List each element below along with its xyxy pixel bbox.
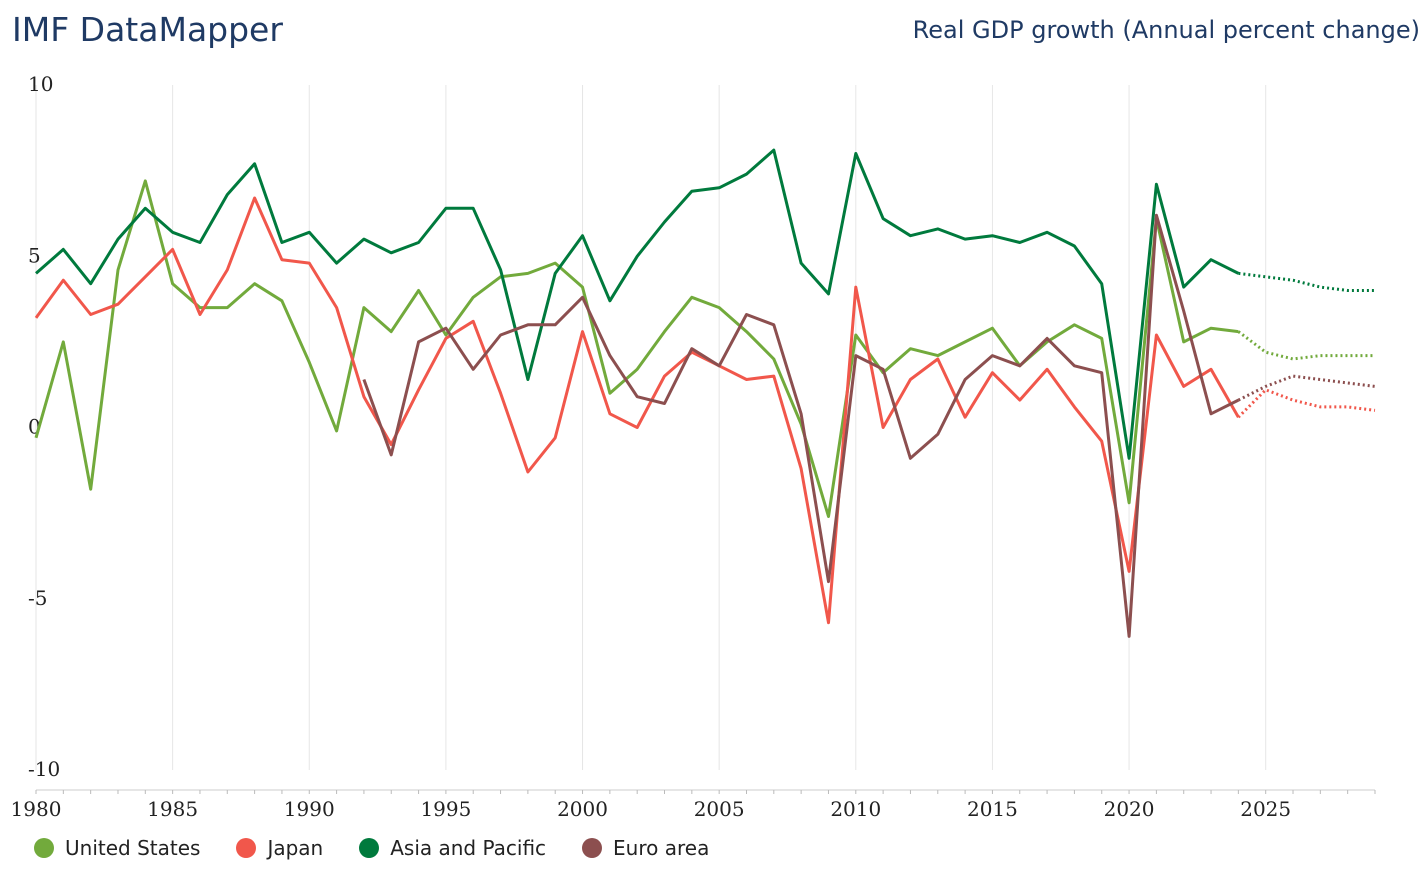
legend-item-euro-area[interactable]: Euro area [582,836,709,860]
series-line-euro-area [362,213,1240,638]
series-euro-area [362,213,1376,638]
legend-item-asia-and-pacific[interactable]: Asia and Pacific [359,836,546,860]
legend-label: Euro area [613,836,710,860]
x-tick-label-1980: 1980 [11,797,62,821]
legend-dot-icon [582,838,603,858]
series-projection-united-states [1237,330,1375,361]
x-axis: 1980 1985 1990 1995 2000 2005 2010 2015 2020 2025 [11,789,1376,821]
x-tick-label-2025: 2025 [1240,797,1291,821]
legend-label: United States [65,836,201,860]
legend-item-united-states[interactable]: United States [34,836,200,860]
x-tick-label-2015: 2015 [967,797,1018,821]
series-line-japan [34,196,1240,625]
x-tick-label-1990: 1990 [284,797,335,821]
grid-lines [35,85,1267,770]
series-japan [34,196,1376,625]
legend-item-japan[interactable]: Japan [236,836,323,860]
legend: United States Japan Asia and Pacific Eur… [34,836,745,860]
series-line-asia-and-pacific [35,148,1240,460]
series-projection-japan [1237,388,1376,419]
legend-dot-icon [359,838,380,858]
x-tick-label-1995: 1995 [420,797,471,821]
x-tick-label-2010: 2010 [830,797,881,821]
indicator-title[interactable]: Real GDP growth (Annual percent change) [912,16,1420,44]
y-tick-label-10: 10 [28,72,53,96]
x-tick-label-2020: 2020 [1104,797,1155,821]
series-asia-and-pacific [35,148,1375,460]
series-united-states [34,179,1375,518]
x-tick-label-1985: 1985 [147,797,198,821]
legend-label: Japan [267,836,324,860]
y-tick-label--10: -10 [28,757,60,781]
y-tick-label--5: -5 [28,586,47,610]
x-tick-label-2000: 2000 [557,797,608,821]
series-projection-asia-and-pacific [1238,271,1375,292]
brand-title: IMF DataMapper [12,10,283,49]
x-tick-label-2005: 2005 [694,797,745,821]
legend-label: Asia and Pacific [390,836,547,860]
series-line-united-states [34,179,1239,518]
legend-dot-icon [236,838,257,858]
series-projection-euro-area [1237,374,1376,402]
y-tick-label-5: 5 [28,243,41,267]
legend-dot-icon [34,838,54,858]
series-layer [34,148,1376,638]
